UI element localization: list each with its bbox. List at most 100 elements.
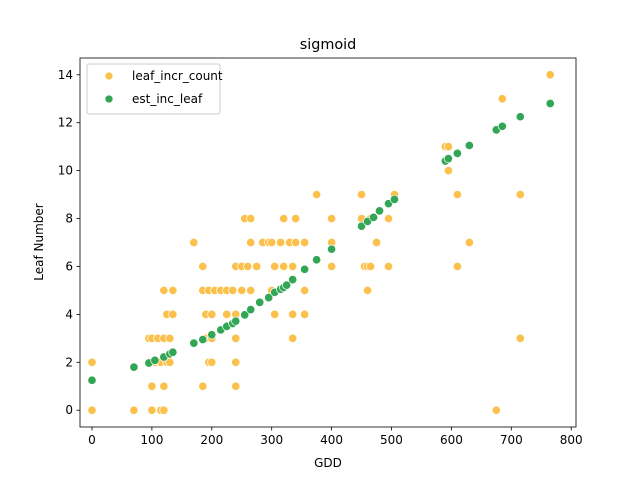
data-point	[497, 121, 507, 131]
data-point	[389, 194, 400, 204]
data-point	[231, 333, 241, 343]
legend-box	[86, 63, 221, 115]
x-tick-label: 200	[200, 433, 223, 447]
x-tick-label: 400	[320, 433, 343, 447]
data-point	[279, 261, 289, 272]
y-tick-label: 2	[65, 355, 73, 369]
y-tick-label: 4	[65, 307, 73, 321]
data-point	[270, 309, 280, 319]
data-point	[452, 148, 462, 158]
data-point	[87, 375, 97, 385]
y-tick-label: 6	[65, 259, 73, 273]
data-point	[291, 237, 301, 248]
data-point	[368, 212, 379, 222]
data-point	[198, 261, 208, 272]
data-point	[383, 261, 394, 272]
data-point	[231, 316, 241, 326]
data-point	[464, 237, 474, 248]
data-point	[246, 285, 256, 295]
x-tick-label: 800	[560, 433, 583, 447]
x-tick-label: 100	[140, 433, 163, 447]
data-point	[371, 237, 382, 248]
legend: leaf_incr_count est_inc_leaf	[86, 63, 223, 115]
y-axis-label: Leaf Number	[32, 203, 46, 281]
points-layer	[87, 70, 555, 415]
data-point	[147, 381, 157, 391]
data-point	[279, 213, 289, 224]
x-tick-label: 600	[440, 433, 463, 447]
data-point	[491, 405, 501, 415]
data-point	[207, 309, 217, 319]
legend-marker-est-inc-leaf	[104, 94, 114, 104]
data-point	[443, 142, 453, 152]
data-point	[129, 362, 139, 372]
data-point	[222, 309, 232, 319]
data-point	[252, 261, 262, 272]
data-point	[327, 213, 337, 224]
data-point	[443, 154, 453, 164]
data-point	[207, 357, 217, 367]
data-point	[291, 213, 301, 224]
data-point	[365, 261, 376, 272]
data-point	[267, 237, 277, 248]
data-point	[288, 309, 298, 319]
data-point	[168, 309, 178, 319]
tick-layer: 0 100 200 300 400 500 600 700 800 0 2 4 6 8 10 12 14	[58, 68, 583, 447]
data-point	[231, 381, 241, 391]
data-point	[312, 255, 322, 265]
data-point	[147, 405, 157, 415]
legend-marker-leaf-incr-count	[104, 71, 114, 81]
y-tick-label: 14	[58, 68, 73, 82]
data-point	[515, 190, 525, 200]
x-tick-label: 0	[88, 433, 96, 447]
data-point	[237, 285, 247, 295]
y-tick-label: 0	[65, 403, 73, 417]
data-point	[312, 190, 322, 200]
data-point	[150, 355, 160, 365]
data-point	[282, 280, 292, 290]
data-point	[327, 261, 337, 272]
data-point	[189, 237, 199, 248]
data-point	[129, 405, 139, 415]
data-point	[443, 166, 453, 176]
data-point	[207, 330, 217, 340]
data-point	[452, 261, 462, 272]
data-point	[374, 206, 385, 216]
data-point	[356, 190, 367, 200]
data-point	[165, 333, 175, 343]
data-point	[452, 190, 462, 200]
data-point	[159, 381, 169, 391]
data-point	[87, 405, 97, 415]
data-point	[300, 285, 310, 295]
data-point	[515, 112, 525, 122]
data-point	[168, 347, 178, 357]
data-point	[300, 264, 310, 274]
data-point	[288, 275, 298, 285]
data-point	[300, 309, 310, 319]
data-point	[159, 405, 169, 415]
plot-frame	[79, 57, 577, 428]
chart-title: sigmoid	[300, 37, 357, 53]
y-tick-label: 10	[58, 164, 73, 178]
data-point	[168, 285, 178, 295]
y-tick-label: 12	[58, 116, 73, 130]
data-point	[189, 338, 199, 348]
data-point	[356, 221, 367, 231]
x-axis-label: GDD	[314, 456, 342, 470]
data-point	[300, 237, 310, 248]
x-tick-label: 700	[500, 433, 523, 447]
legend-label-leaf-incr-count: leaf_incr_count	[132, 69, 223, 83]
y-tick-label: 8	[65, 212, 73, 226]
data-point	[159, 285, 169, 295]
data-point	[246, 237, 256, 248]
legend-label-est-inc-leaf: est_inc_leaf	[132, 92, 203, 106]
x-tick-label: 300	[260, 433, 283, 447]
data-point	[198, 381, 208, 391]
data-point	[515, 333, 525, 343]
data-point	[246, 213, 256, 224]
data-point	[270, 261, 280, 272]
data-point	[276, 237, 286, 248]
data-point	[246, 305, 256, 315]
